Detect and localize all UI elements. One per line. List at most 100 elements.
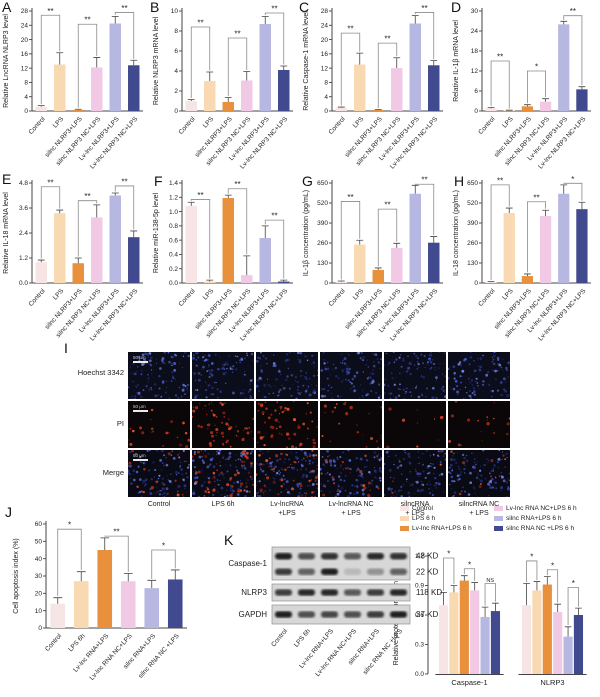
svg-text:4: 4 <box>24 94 28 101</box>
svg-text:20: 20 <box>21 37 29 44</box>
blot-kd-label: 118 KD <box>416 588 442 597</box>
micro-image-r2c0: 50 μm <box>128 450 190 497</box>
bar <box>185 205 197 283</box>
microscopy-grid: 50 μm 50 μm 50 μm <box>128 352 512 498</box>
micro-col-label-1: Control <box>147 501 171 508</box>
legend-swatch <box>494 526 503 531</box>
blot-band <box>275 568 292 575</box>
svg-text:Relative IL-1β mRNA level: Relative IL-1β mRNA level <box>453 20 460 102</box>
blot-lane-label: LPS 6h <box>293 627 312 648</box>
significance-bracket <box>227 37 248 96</box>
micro-row-label-pi: PI <box>116 419 124 428</box>
panel-letter-a: A <box>2 0 12 15</box>
micro-image-r2c2 <box>256 450 318 497</box>
significance-bracket <box>490 60 510 109</box>
svg-text:Relative Caspase-1 mRNA level: Relative Caspase-1 mRNA level <box>303 11 310 111</box>
chart-C: 0 4 8 12 16 20 24 28 Relative Caspase-1 mRNA lev… <box>303 4 443 170</box>
svg-text:40: 40 <box>35 556 43 563</box>
bar <box>542 584 552 674</box>
significance-bracket <box>340 201 361 280</box>
chart-panel-g: 0 130 260 390 520 650 IL-1β concentration (pg/… <box>300 176 450 346</box>
chart-panel-b: 0 2 4 6 8 10 Relative NLRP3 mRNA level Control L… <box>150 4 300 170</box>
svg-text:520: 520 <box>467 200 478 207</box>
bar <box>576 89 588 111</box>
significance-bracket <box>563 15 583 86</box>
western-blot-panel: Caspase-1 48 KD 22 KD NLRP3 118 KD GAPDH 37 KD… <box>193 531 473 697</box>
svg-text:0.2: 0.2 <box>169 266 178 273</box>
blot-band <box>298 553 315 560</box>
svg-text:1.2: 1.2 <box>415 553 424 560</box>
svg-text:0: 0 <box>474 108 478 115</box>
svg-text:Cell apoptosis index (%): Cell apoptosis index (%) <box>13 538 20 613</box>
chart-panel-h: 0 130 260 390 520 650 IL-18 concentration (pg/… <box>450 176 598 346</box>
legend-item: LPS 6 h <box>400 515 435 522</box>
svg-text:30: 30 <box>471 8 479 15</box>
panel-letter-j: J <box>5 504 12 520</box>
bar <box>91 217 103 283</box>
blot-kd-label: 37 KD <box>416 610 438 619</box>
significance-bracket <box>463 568 476 582</box>
micro-image-r0c1 <box>192 352 254 399</box>
svg-text:10: 10 <box>35 608 43 615</box>
bar <box>409 23 421 111</box>
svg-text:LPS: LPS <box>501 115 515 129</box>
legend: Control LPS 6 h Lv-lnc RNA+LPS 6 h Lv-lnc R… <box>394 503 600 541</box>
svg-text:16: 16 <box>321 51 329 58</box>
bar <box>128 65 140 111</box>
legend-label: silnc RNA+LPS 6 h <box>506 515 562 522</box>
svg-text:260: 260 <box>317 240 328 247</box>
svg-text:Control: Control <box>477 287 497 308</box>
bar <box>558 24 570 111</box>
svg-text:12: 12 <box>471 68 479 75</box>
legend-label: Lv-lnc RNA+LPS 6 h <box>412 525 472 532</box>
bar <box>521 605 532 674</box>
micro-col-label-5: silncRNA + LPS <box>400 501 430 518</box>
bar <box>354 244 366 283</box>
svg-text:LPS: LPS <box>202 115 216 129</box>
legend-swatch <box>494 516 503 521</box>
legend-item: Lv-lnc RNA+LPS 6 h <box>400 525 472 532</box>
blot-band <box>298 611 315 618</box>
micro-image-r1c5 <box>448 401 510 448</box>
bar <box>539 216 552 283</box>
western-blot: Caspase-1 48 KD 22 KD NLRP3 118 KD GAPDH 37 KD… <box>228 546 442 678</box>
blot-band <box>390 568 407 575</box>
significance-bracket <box>546 569 559 603</box>
svg-text:50: 50 <box>35 539 43 546</box>
svg-text:Relative NLRP3 mRNA level: Relative NLRP3 mRNA level <box>153 16 160 105</box>
bar <box>109 23 121 111</box>
bar <box>204 81 216 111</box>
svg-text:**: ** <box>47 7 53 16</box>
svg-text:130: 130 <box>467 260 478 267</box>
bar <box>222 102 234 111</box>
micro-image-r1c4 <box>384 401 446 448</box>
micro-col-label-3: Lv-lncRNA +LPS <box>270 501 304 518</box>
bar <box>278 281 290 283</box>
svg-text:4.8: 4.8 <box>19 180 28 187</box>
micro-image-r2c4 <box>384 450 446 497</box>
svg-text:*: * <box>572 579 575 588</box>
bar <box>54 213 66 283</box>
significance-bracket <box>414 183 435 236</box>
svg-text:**: ** <box>84 16 90 25</box>
panel-letter-i: I <box>64 340 68 356</box>
significance-bracket <box>377 208 398 267</box>
bar <box>222 198 234 283</box>
significance-bracket <box>264 219 285 279</box>
legend-label: Lv-lnc RNA NC+LPS 6 h <box>506 505 577 512</box>
svg-text:Relative IL-18 mRNA level: Relative IL-18 mRNA level <box>3 192 10 274</box>
significance-bracket <box>526 560 538 583</box>
bar <box>485 282 497 283</box>
svg-text:130: 130 <box>317 260 328 267</box>
svg-text:0.9: 0.9 <box>415 583 424 590</box>
svg-text:*: * <box>468 560 471 569</box>
bar <box>241 275 253 283</box>
svg-text:**: ** <box>421 176 427 185</box>
svg-text:28: 28 <box>21 8 29 15</box>
legend-label: LPS 6 h <box>412 515 436 522</box>
micro-col-label-2: LPS 6h <box>211 501 235 508</box>
svg-text:Control: Control <box>28 115 48 136</box>
bar <box>521 276 534 283</box>
svg-text:18: 18 <box>471 48 479 55</box>
